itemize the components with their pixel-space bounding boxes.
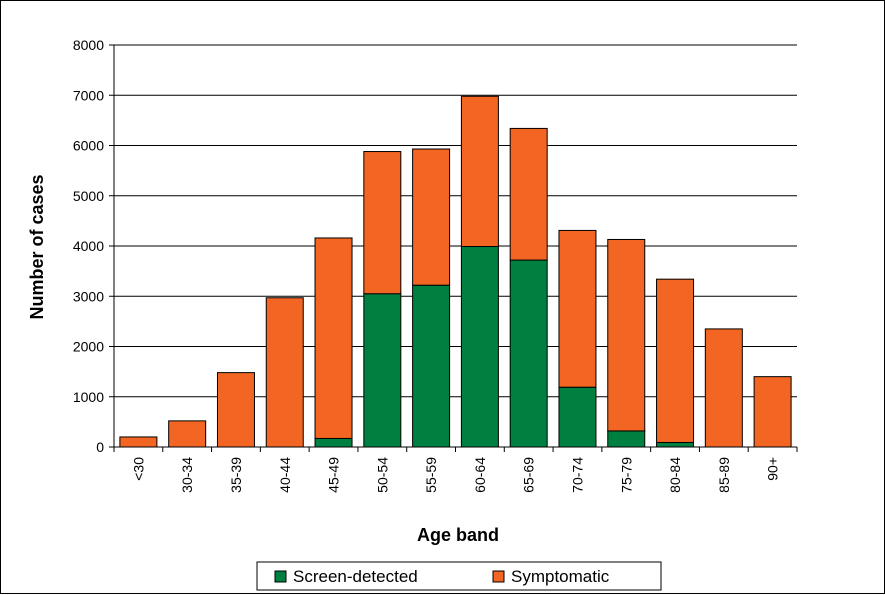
legend: Screen-detected Symptomatic [256, 561, 662, 591]
y-tick-label: 2000 [73, 339, 104, 355]
legend-label: Symptomatic [511, 567, 610, 586]
bar-symptomatic [753, 376, 792, 448]
gridlines [114, 44, 797, 398]
x-tick-label: 75-79 [618, 457, 634, 493]
x-tick-label: 40-44 [277, 457, 293, 493]
x-tick-label: 70-74 [569, 457, 585, 493]
bar-symptomatic [119, 436, 158, 448]
bar-screen-detected [460, 246, 499, 448]
bar-screen-detected [314, 437, 353, 448]
x-tick-label: 30-34 [179, 457, 195, 493]
bar-symptomatic [656, 278, 695, 443]
bars [119, 95, 792, 448]
bar-screen-detected [607, 430, 646, 448]
axes [109, 44, 798, 452]
legend-label: Screen-detected [293, 567, 418, 586]
bar-screen-detected [656, 441, 695, 448]
bar-symptomatic [509, 127, 548, 261]
y-tick-label: 7000 [73, 87, 104, 103]
x-tick-label: 80-84 [667, 457, 683, 493]
bar-symptomatic [412, 148, 451, 286]
y-tick-labels: 0 1000 2000 3000 4000 5000 6000 7000 8000 [73, 37, 104, 455]
y-axis-title: Number of cases [27, 174, 47, 319]
bar-symptomatic [363, 151, 402, 295]
x-tick-label: 65-69 [521, 457, 537, 493]
x-tick-label: 35-39 [228, 457, 244, 493]
bar-symptomatic [168, 420, 207, 448]
legend-box [256, 561, 662, 591]
bar-symptomatic [704, 328, 743, 448]
legend-swatch [492, 570, 505, 583]
bar-symptomatic [216, 372, 255, 448]
y-tick-label: 1000 [73, 389, 104, 405]
x-tick-label: 90+ [765, 457, 781, 481]
bar-screen-detected [558, 386, 597, 448]
bar-screen-detected [509, 259, 548, 448]
y-tick-label: 6000 [73, 138, 104, 154]
x-tick-label: 50-54 [374, 457, 390, 493]
y-tick-label: 4000 [73, 238, 104, 254]
x-tick-label: 55-59 [423, 457, 439, 493]
x-tick-label: 85-89 [716, 457, 732, 493]
bar-symptomatic [558, 229, 597, 388]
x-tick-label: <30 [130, 457, 146, 481]
bar-symptomatic [265, 297, 304, 448]
y-tick-label: 8000 [73, 37, 104, 53]
x-tick-label: 60-64 [472, 457, 488, 493]
bar-screen-detected [363, 293, 402, 448]
bar-screen-detected [412, 284, 451, 448]
bar-symptomatic [314, 237, 353, 439]
x-axis-title: Age band [417, 525, 499, 545]
bar-symptomatic [460, 95, 499, 248]
x-tick-label: 45-49 [326, 457, 342, 493]
y-tick-label: 5000 [73, 188, 104, 204]
x-tick-labels: <30 30-34 35-39 40-44 45-49 50-54 55-59 60-64 65… [130, 457, 780, 493]
bar-symptomatic [607, 238, 646, 432]
y-tick-label: 0 [96, 439, 104, 455]
legend-swatch [274, 570, 287, 583]
y-tick-label: 3000 [73, 288, 104, 304]
